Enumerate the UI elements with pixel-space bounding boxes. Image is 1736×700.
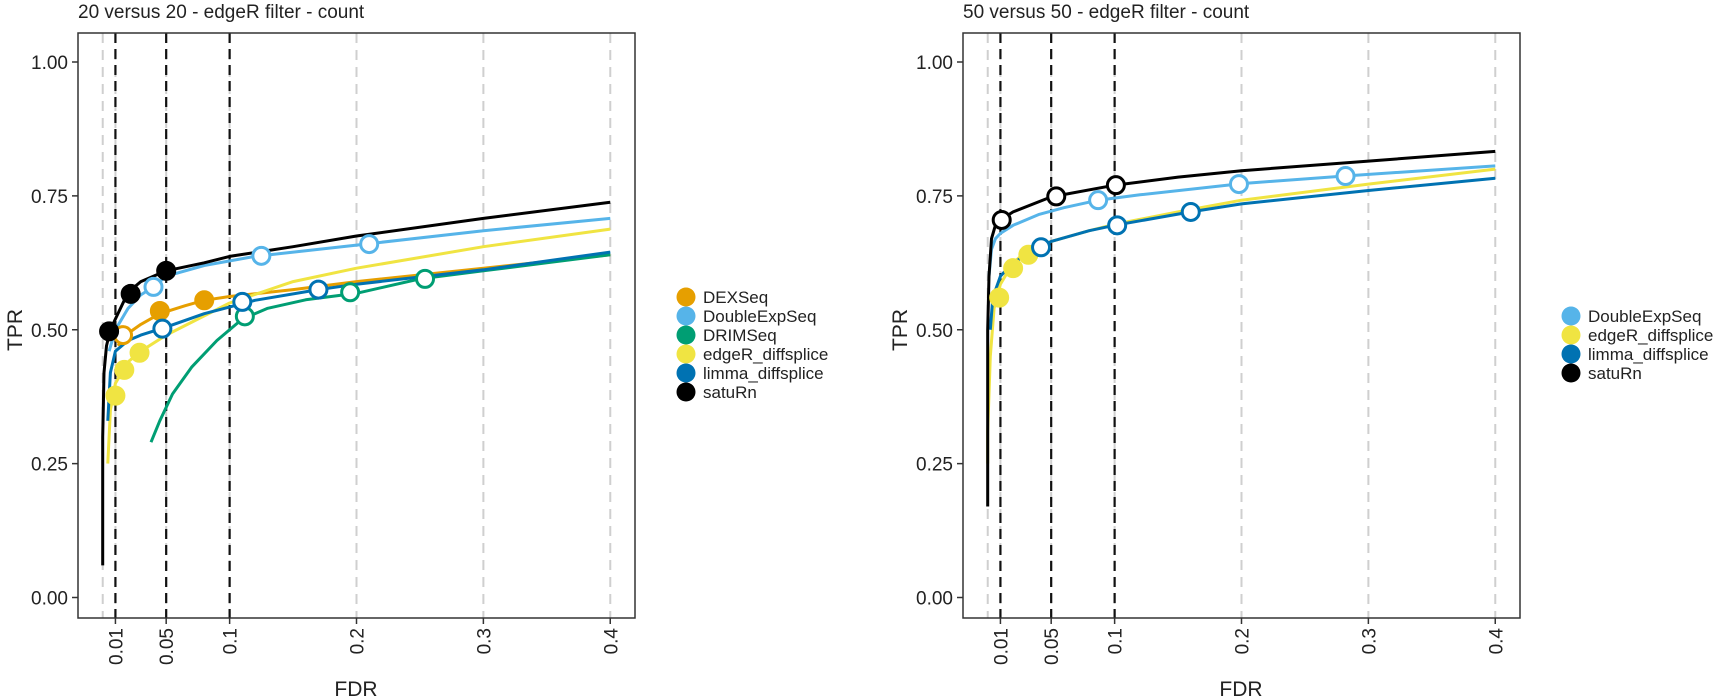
y-tick-label: 0.25 xyxy=(31,455,68,476)
panel-2-thresholds xyxy=(999,33,1116,618)
panel-2-grid xyxy=(986,33,1497,618)
legend-key xyxy=(1561,325,1581,345)
series-point xyxy=(1105,175,1126,196)
series-point xyxy=(1335,166,1356,187)
legend-key xyxy=(676,363,696,383)
panel-2-title: 50 versus 50 - edgeR filter - count xyxy=(963,2,1250,23)
y-tick-label: 1.00 xyxy=(31,53,68,74)
x-tick-label: 0.3 xyxy=(1359,628,1380,654)
series-point xyxy=(152,318,173,339)
series-point xyxy=(340,282,361,303)
series-point xyxy=(1046,186,1067,207)
series-point xyxy=(359,234,380,255)
panel-1-x-ticks: 0.01 0.05 0.1 0.2 0.3 0.4 xyxy=(106,618,622,665)
legend-label: DEXSeq xyxy=(703,288,768,307)
legend-key xyxy=(676,382,696,402)
legend-key xyxy=(1561,344,1581,364)
series-point xyxy=(991,209,1012,230)
y-tick-label: 0.50 xyxy=(31,321,68,342)
x-tick-label: 0.01 xyxy=(991,628,1012,665)
series-line xyxy=(987,164,1496,277)
x-tick-label: 0.1 xyxy=(221,628,242,654)
series-point xyxy=(1003,258,1024,279)
y-tick-label: 0.75 xyxy=(916,187,953,208)
series-point xyxy=(1031,237,1052,258)
panel-1-grid xyxy=(101,33,612,618)
series-point xyxy=(194,290,215,311)
series-line xyxy=(986,149,1496,507)
x-tick-label: 0.1 xyxy=(1106,628,1127,654)
series-point xyxy=(1180,201,1201,222)
series-line xyxy=(986,167,1496,464)
panel-2-x-ticks: 0.01 0.05 0.1 0.2 0.3 0.4 xyxy=(991,618,1507,665)
panel-2-legend: DoubleExpSeqedgeR_diffsplicelimma_diffsp… xyxy=(1561,306,1713,383)
series-point xyxy=(105,385,126,406)
legend-label: limma_diffsplice xyxy=(703,364,824,383)
x-tick-label: 0.2 xyxy=(348,628,369,654)
legend-label: edgeR_diffsplice xyxy=(703,345,828,364)
legend-key xyxy=(676,306,696,326)
series-point xyxy=(156,260,177,281)
series-line xyxy=(106,250,611,421)
x-tick-label: 0.05 xyxy=(1042,628,1063,665)
panel-1-y-axis-label: TPR xyxy=(4,309,27,351)
panel-1-title: 20 versus 20 - edgeR filter - count xyxy=(78,2,365,23)
y-tick-label: 0.75 xyxy=(31,187,68,208)
series-point xyxy=(114,359,135,380)
series-point xyxy=(1228,174,1249,195)
y-tick-label: 0.00 xyxy=(916,589,953,610)
x-tick-label: 0.4 xyxy=(1486,628,1507,655)
panel-1-legend: DEXSeqDoubleExpSeqDRIMSeqedgeR_diffsplic… xyxy=(676,287,828,402)
y-tick-label: 0.50 xyxy=(916,321,953,342)
series-point xyxy=(120,283,141,304)
y-tick-label: 0.25 xyxy=(916,455,953,476)
series-point xyxy=(251,245,272,266)
x-tick-label: 0.4 xyxy=(601,628,622,655)
y-tick-label: 0.00 xyxy=(31,589,68,610)
legend-label: edgeR_diffsplice xyxy=(1588,326,1713,345)
legend-key xyxy=(676,287,696,307)
y-tick-label: 1.00 xyxy=(916,53,953,74)
series-point xyxy=(1107,215,1128,236)
series-point xyxy=(149,301,170,322)
series-point xyxy=(1088,190,1109,211)
legend-label: DoubleExpSeq xyxy=(703,307,816,326)
legend-key xyxy=(676,325,696,345)
series-point xyxy=(415,268,436,289)
series-line xyxy=(988,176,1496,330)
panel-1-y-ticks: 0.00 0.25 0.50 0.75 1.00 xyxy=(31,53,78,610)
series-point xyxy=(143,276,164,297)
panel-2: 50 versus 50 - edgeR filter - count 0.01… xyxy=(889,2,1713,700)
panel-2-y-axis-label: TPR xyxy=(889,309,912,351)
series-line xyxy=(101,200,611,566)
legend-key xyxy=(676,344,696,364)
x-tick-label: 0.01 xyxy=(106,628,127,665)
legend-label: DoubleExpSeq xyxy=(1588,307,1701,326)
series-point xyxy=(232,291,253,312)
x-tick-label: 0.05 xyxy=(157,628,178,665)
panel-2-y-ticks: 0.00 0.25 0.50 0.75 1.00 xyxy=(916,53,963,610)
legend-label: satuRn xyxy=(703,383,757,402)
series-point xyxy=(129,342,150,363)
legend-label: DRIMSeq xyxy=(703,326,777,345)
legend-label: satuRn xyxy=(1588,364,1642,383)
x-tick-label: 0.3 xyxy=(474,628,495,654)
panel-1: 20 versus 20 - edgeR filter - count 0.01… xyxy=(4,2,828,700)
legend-key xyxy=(1561,363,1581,383)
panel-1-x-axis-label: FDR xyxy=(334,678,377,700)
legend-key xyxy=(1561,306,1581,326)
series-point xyxy=(99,321,120,342)
panel-2-x-axis-label: FDR xyxy=(1219,678,1262,700)
series-point xyxy=(308,279,329,300)
panel-1-series xyxy=(99,200,611,566)
x-tick-label: 0.2 xyxy=(1233,628,1254,654)
legend-label: limma_diffsplice xyxy=(1588,345,1709,364)
panel-2-series xyxy=(986,149,1496,507)
series-point xyxy=(989,287,1010,308)
